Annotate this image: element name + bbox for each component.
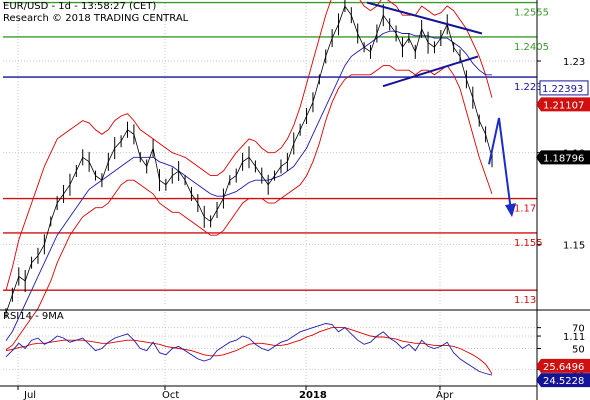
triangle-upper-line xyxy=(366,1,483,35)
moving-average xyxy=(5,30,492,341)
triangle-lower-line xyxy=(382,55,479,88)
rsi-value-badge-box xyxy=(536,373,590,388)
chart-header-symbol: EUR/USD - 1d - 13:58:27 (CET) xyxy=(3,1,157,12)
price-grid xyxy=(3,3,537,337)
rsi-ma-line xyxy=(5,327,493,375)
time-tick-label: 2018 xyxy=(299,390,327,400)
price-badges: 1.22393 1.21107 1.18796 25.6496 24.5228 xyxy=(536,80,590,388)
rsi-ma-value-badge-box xyxy=(536,358,590,373)
support-resistance-levels xyxy=(3,1,537,291)
last-price-badge-text: 1.18796 xyxy=(543,153,584,164)
rsi-tick-label: 50 xyxy=(572,345,585,356)
forecast-arrowhead xyxy=(505,203,516,218)
resistance-2-label: 1.2555 xyxy=(514,8,549,19)
ma-value-badge-box xyxy=(539,80,589,96)
rsi-series xyxy=(5,323,493,376)
forecast-arrow xyxy=(488,117,516,218)
rsi-tick-label: 70 xyxy=(572,324,585,335)
rsi-line xyxy=(5,323,493,376)
bollinger-value-badge-box xyxy=(536,97,590,112)
price-tick-label: 1.11 xyxy=(563,332,585,343)
rsi-ma-value-badge-text: 25.6496 xyxy=(543,362,584,373)
time-tick-label: Apr xyxy=(436,390,454,400)
resistance-1-label: 1.2405 xyxy=(514,42,549,53)
chart-header-copyright: Research © 2018 TRADING CENTRAL xyxy=(3,13,189,24)
rsi-panel-title: RSI14 - 9MA xyxy=(3,311,64,322)
rsi-value-badge-text: 24.5228 xyxy=(543,376,584,387)
price-series xyxy=(5,0,493,319)
price-tick-label: 1.15 xyxy=(563,240,585,251)
forecast-path xyxy=(488,117,512,212)
last-price-badge-box xyxy=(536,150,590,165)
triangle-pattern xyxy=(366,1,483,88)
price-tick-label: 1.23 xyxy=(563,57,585,68)
bollinger-value-badge-text: 1.21107 xyxy=(543,100,584,111)
support-3-label: 1.13 xyxy=(514,295,536,306)
support-2-label: 1.155 xyxy=(514,238,543,249)
pivot-label: 1.223 xyxy=(514,82,543,93)
bollinger-lower xyxy=(5,64,493,351)
ma-line xyxy=(5,30,492,341)
rsi-grid xyxy=(3,312,537,385)
support-1-label: 1.17 xyxy=(514,204,536,215)
bollinger-bands xyxy=(5,0,493,351)
bollinger-upper xyxy=(5,0,493,291)
time-tick-label: Jul xyxy=(23,390,36,400)
time-tick-label: Oct xyxy=(162,390,179,400)
ma-value-badge-text: 1.22393 xyxy=(542,84,583,95)
